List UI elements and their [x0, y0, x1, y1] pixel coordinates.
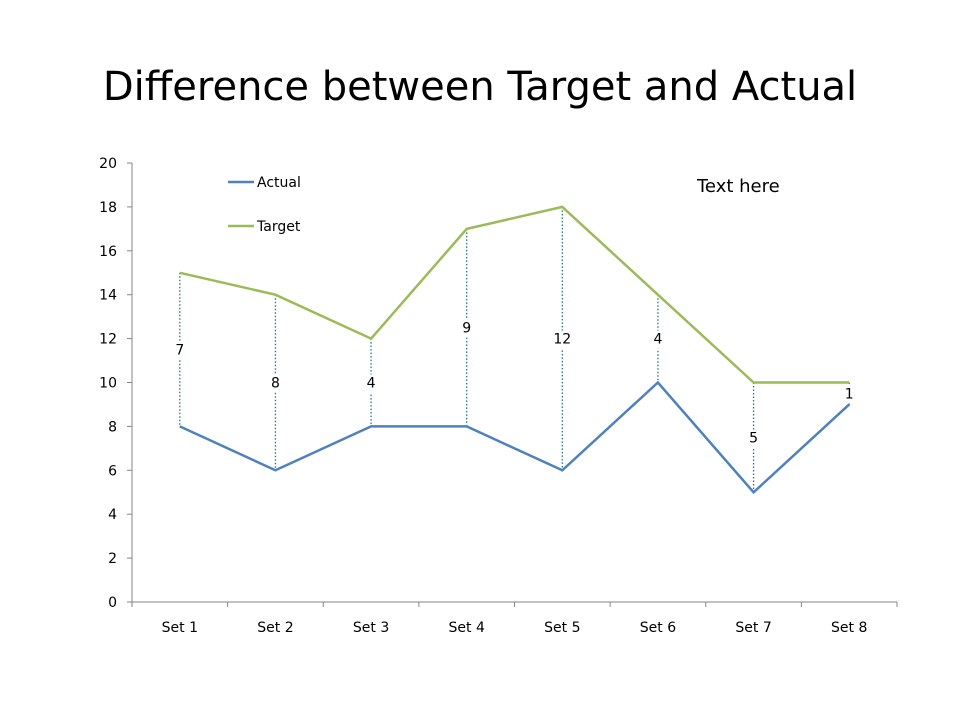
x-tick-label: Set 4: [449, 620, 485, 636]
difference-label-bg: [267, 374, 283, 393]
difference-label: 1: [845, 386, 854, 402]
difference-label: 5: [749, 430, 758, 446]
difference-label: 7: [175, 343, 184, 359]
y-tick-label: 0: [108, 595, 117, 611]
difference-label: 8: [271, 376, 280, 392]
x-tick-label: Set 7: [735, 620, 771, 636]
y-tick-label: 18: [99, 200, 117, 216]
y-tick-label: 10: [99, 376, 117, 392]
y-tick-label: 16: [99, 244, 117, 260]
y-tick-label: 12: [99, 332, 117, 348]
legend-label-actual: Actual: [257, 175, 301, 191]
legend-label-target: Target: [256, 219, 301, 235]
x-tick-label: Set 8: [831, 620, 867, 636]
y-tick-label: 8: [108, 419, 117, 435]
y-tick-label: 2: [108, 551, 117, 567]
difference-label-bg: [550, 330, 575, 349]
x-tick-label: Set 2: [257, 620, 293, 636]
difference-label: 12: [553, 332, 571, 348]
difference-label: 4: [653, 332, 662, 348]
difference-label-bg: [363, 374, 379, 393]
y-tick-label: 14: [99, 288, 117, 304]
difference-label: 9: [462, 321, 471, 337]
y-tick-label: 4: [108, 507, 117, 523]
difference-label-bg: [459, 319, 475, 338]
x-tick-label: Set 1: [162, 620, 198, 636]
y-tick-label: 20: [99, 156, 117, 172]
series-line-target: [179, 205, 850, 384]
difference-label-bg: [650, 330, 666, 349]
difference-label-bg: [746, 429, 762, 448]
difference-label: 4: [367, 376, 376, 392]
difference-label-bg: [841, 385, 857, 404]
text-placeholder: Text here: [697, 176, 780, 197]
x-tick-label: Set 5: [544, 620, 580, 636]
series-line-actual: [179, 380, 851, 495]
difference-label-bg: [172, 341, 188, 360]
y-tick-label: 6: [108, 463, 117, 479]
x-tick-label: Set 3: [353, 620, 389, 636]
x-tick-label: Set 6: [640, 620, 676, 636]
page-title: Difference between Target and Actual: [102, 64, 858, 110]
